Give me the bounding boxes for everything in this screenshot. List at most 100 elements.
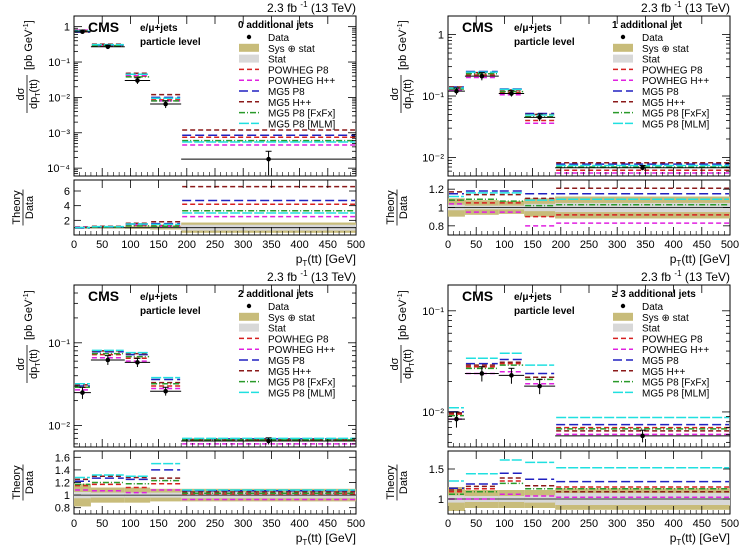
cms-label: CMS	[88, 19, 119, 35]
main-frame	[73, 15, 357, 177]
data-point	[640, 433, 645, 439]
legend-label: MG5 P8 [MLM]	[642, 119, 709, 130]
ratio-tick-label: 1.5	[429, 464, 444, 476]
y-tick-label: 10⁻¹	[422, 306, 444, 318]
series-mg5-h-	[449, 361, 729, 493]
legend-label: MG5 P8 [FxFx]	[268, 109, 335, 120]
series-mg5-p8-mlm-	[75, 349, 355, 491]
data-point	[266, 156, 271, 162]
x-tick-label: 450	[319, 239, 337, 251]
y-tick-label: 10⁻¹	[422, 91, 444, 103]
x-tick-label: 350	[262, 239, 280, 251]
legend-marker	[246, 34, 252, 40]
legend-marker	[246, 303, 252, 309]
chart-panel-0: 2.3 fb -1 (13 TeV) 10⁻⁴ 10⁻³ 10⁻² 10⁻¹ 1 2 4 6 0 5…	[11, 0, 365, 268]
x-tick-label: 450	[693, 518, 711, 530]
data-point	[509, 91, 514, 96]
legend-label: Stat	[268, 55, 286, 66]
y-label-numerator: dσ	[389, 87, 401, 100]
y-label-numerator: dσ	[15, 357, 27, 370]
ratio-axis-label: Theory Data	[385, 189, 410, 226]
x-tick-label: 250	[206, 239, 224, 251]
legend-label: Data	[268, 302, 290, 313]
x-tick-label: 450	[693, 239, 711, 251]
lumi-label: 2.3 fb -1 (13 TeV)	[641, 269, 730, 284]
x-tick-label: 450	[319, 518, 337, 530]
y-label-denominator: dpT(tt)	[28, 349, 42, 379]
legend-label: Data	[642, 33, 664, 44]
x-tick-label: 50	[96, 239, 108, 251]
ratio-tick-label: 6	[64, 186, 70, 198]
data-points	[74, 29, 356, 176]
x-tick-label: 300	[234, 518, 252, 530]
series-powheg-h-	[75, 356, 355, 501]
legend-label: Sys ⊕ stat	[268, 44, 315, 55]
legend-box	[613, 312, 633, 321]
x-tick-label: 350	[636, 239, 654, 251]
lumi-label: 2.3 fb -1 (13 TeV)	[267, 0, 356, 15]
series-mg5-p8-mlm-	[449, 352, 729, 482]
x-tick-label: 300	[234, 239, 252, 251]
legend-label: MG5 H++	[642, 98, 686, 109]
level-label: particle level	[514, 306, 575, 317]
legend-label: Sys ⊕ stat	[642, 313, 689, 324]
legend-label: POWHEG P8	[268, 65, 329, 76]
y-axis-ratio: 11.5	[429, 464, 730, 506]
data-points	[448, 72, 730, 171]
x-tick-label: 150	[149, 518, 167, 530]
y-label-unit: [pb GeV-1]	[23, 290, 35, 340]
ratio-label-theory: Theory	[385, 190, 397, 225]
data-point	[135, 360, 140, 365]
y-label-numerator: dσ	[389, 357, 401, 370]
x-tick-label: 0	[71, 239, 77, 251]
legend-box	[239, 54, 259, 63]
x-tick-label: 200	[178, 518, 196, 530]
data-point	[266, 438, 271, 444]
x-tick-label: 400	[290, 518, 308, 530]
data-point	[454, 88, 459, 94]
legend-label: MG5 H++	[642, 367, 686, 378]
series-mg5-p8	[75, 350, 355, 492]
y-label-denominator: dpT(tt)	[28, 79, 42, 109]
x-tick-label: 300	[608, 518, 626, 530]
ratio-axis-label: Theory Data	[385, 464, 410, 501]
x-tick-label: 200	[178, 239, 196, 251]
legend-box	[239, 312, 259, 321]
legend-box	[613, 43, 633, 52]
legend-title: 0 additional jets	[238, 20, 314, 31]
ratio-label-data: Data	[24, 470, 36, 494]
legend-label: MG5 H++	[268, 367, 312, 378]
lumi-label: 2.3 fb -1 (13 TeV)	[641, 0, 730, 15]
y-axis-main: 10⁻⁴ 10⁻³ 10⁻² 10⁻¹ 1	[47, 15, 356, 177]
x-tick-label: 200	[552, 518, 570, 530]
ratio-tick-label: 1.2	[429, 184, 444, 196]
cms-label: CMS	[88, 288, 119, 304]
legend-label: POWHEG H++	[642, 345, 709, 356]
x-axis: 0 50 100 150 200 250 300 350 400 450 500	[445, 16, 739, 251]
ratio-tick-label: 1.6	[55, 452, 70, 464]
ratio-label-data: Data	[398, 470, 410, 494]
x-tick-label: 350	[262, 518, 280, 530]
y-label-denominator: dpT(tt)	[402, 79, 416, 109]
ratio-tick-label: 0.8	[429, 221, 444, 233]
legend-title: 1 additional jet	[612, 20, 683, 31]
data-point	[537, 115, 542, 120]
legend-label: Stat	[642, 55, 660, 66]
x-tick-label: 50	[470, 518, 482, 530]
y-tick-label: 1	[64, 22, 70, 34]
y-axis-main: 10⁻² 10⁻¹	[48, 284, 356, 445]
y-axis-ratio: 2 4 6	[64, 186, 356, 227]
legend-label: Stat	[268, 324, 286, 335]
x-tick-label: 100	[121, 239, 139, 251]
ratio-tick-label: 1	[438, 494, 444, 506]
data-point	[479, 73, 485, 79]
data-point	[80, 29, 85, 34]
ratio-tick-label: 1.4	[55, 465, 70, 477]
x-tick-label: 400	[664, 239, 682, 251]
